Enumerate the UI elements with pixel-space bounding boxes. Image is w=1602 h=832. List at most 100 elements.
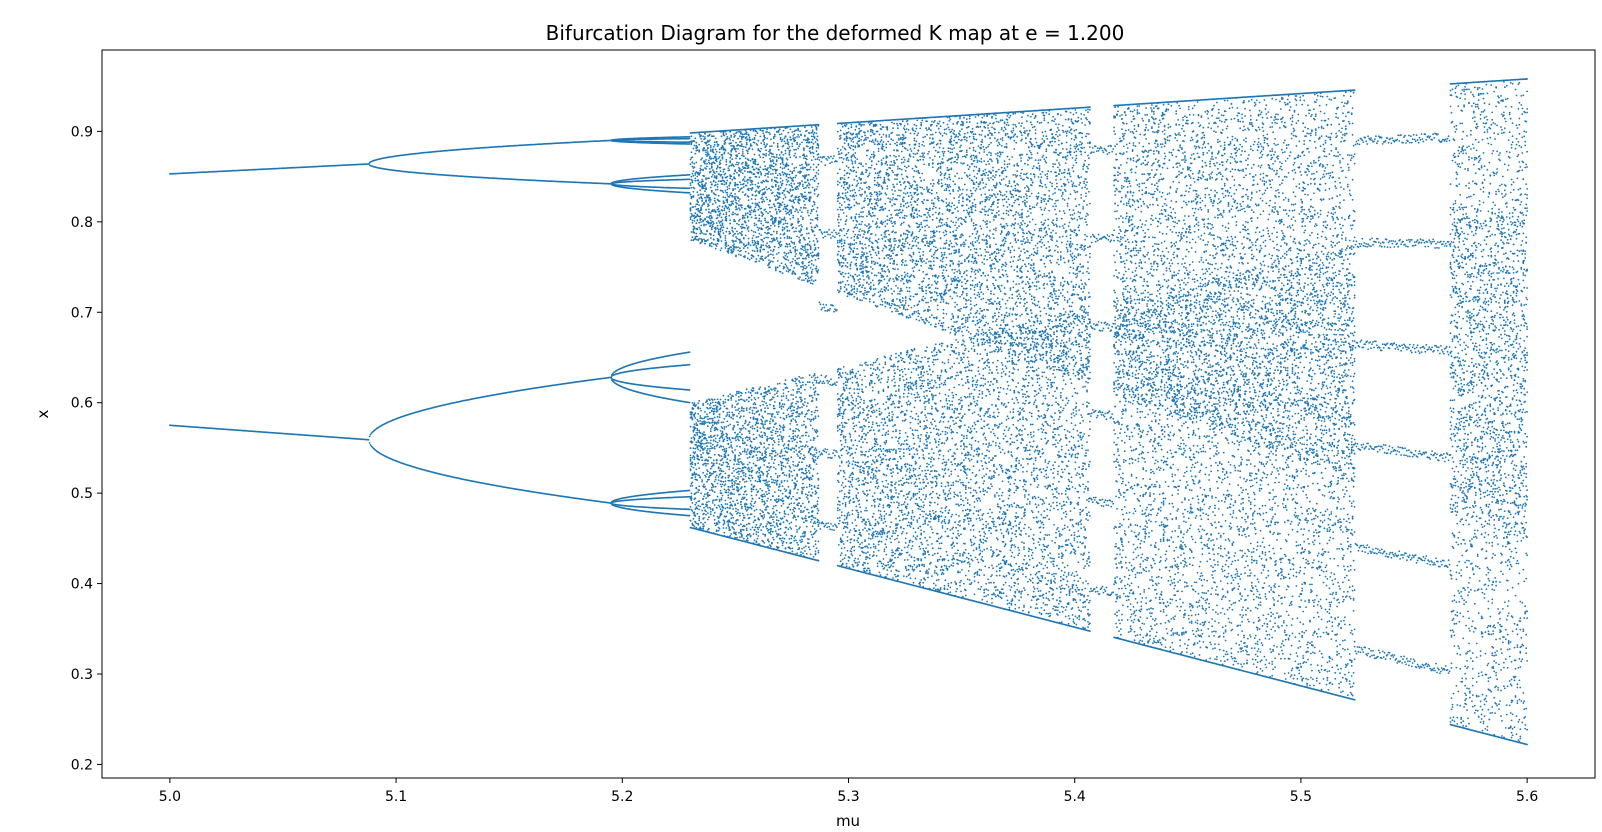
orbit-point	[718, 195, 720, 197]
orbit-point	[700, 218, 702, 220]
orbit-point	[731, 479, 733, 481]
orbit-point	[697, 420, 699, 422]
orbit-point	[723, 196, 725, 198]
orbit-point	[708, 177, 710, 179]
orbit-point	[738, 224, 740, 226]
orbit-point	[742, 470, 744, 472]
orbit-point	[749, 523, 751, 525]
orbit-point	[737, 184, 739, 186]
orbit-point	[734, 432, 736, 434]
orbit-point	[741, 155, 743, 157]
orbit-point	[730, 204, 732, 206]
orbit-point	[742, 149, 744, 151]
orbit-point	[721, 422, 723, 424]
orbit-point	[702, 452, 704, 454]
orbit-point	[736, 231, 738, 233]
orbit-point	[745, 235, 747, 237]
orbit-point	[738, 413, 740, 415]
orbit-point	[746, 407, 748, 409]
orbit-point	[750, 143, 752, 145]
orbit-point	[691, 497, 693, 499]
orbit-point	[703, 188, 705, 190]
orbit-point	[742, 224, 744, 226]
orbit-point	[713, 463, 715, 465]
orbit-point	[727, 245, 729, 247]
orbit-point	[703, 495, 705, 497]
orbit-point	[748, 467, 750, 469]
orbit-point	[737, 403, 739, 405]
orbit-point	[717, 444, 719, 446]
orbit-point	[750, 445, 752, 447]
orbit-point	[744, 256, 746, 258]
orbit-point	[721, 221, 723, 223]
orbit-point	[734, 197, 736, 199]
orbit-point	[724, 489, 726, 491]
orbit-point	[710, 513, 712, 515]
orbit-point	[734, 188, 736, 190]
orbit-point	[712, 422, 714, 424]
orbit-point	[699, 506, 701, 508]
orbit-point	[742, 425, 744, 427]
orbit-point	[731, 505, 733, 507]
orbit-point	[694, 145, 696, 147]
orbit-point	[734, 482, 736, 484]
orbit-point	[702, 180, 704, 182]
orbit-point	[751, 491, 753, 493]
orbit-point	[733, 414, 735, 416]
orbit-point	[743, 529, 745, 531]
orbit-point	[737, 138, 739, 140]
orbit-point	[747, 216, 749, 218]
orbit-point	[696, 214, 698, 216]
orbit-point	[697, 402, 699, 404]
orbit-point	[717, 206, 719, 208]
orbit-point	[700, 159, 702, 161]
orbit-point	[738, 462, 740, 464]
orbit-point	[696, 428, 698, 430]
orbit-point	[745, 475, 747, 477]
orbit-point	[703, 175, 705, 177]
orbit-point	[696, 429, 698, 431]
orbit-point	[710, 442, 712, 444]
orbit-point	[739, 170, 741, 172]
orbit-point	[739, 512, 741, 514]
orbit-point	[694, 463, 696, 465]
orbit-point	[736, 415, 738, 417]
orbit-point	[711, 216, 713, 218]
orbit-point	[725, 190, 727, 192]
orbit-point	[694, 448, 696, 450]
orbit-point	[693, 467, 695, 469]
orbit-point	[702, 169, 704, 171]
orbit-point	[722, 458, 724, 460]
orbit-point	[697, 505, 699, 507]
orbit-point	[696, 191, 698, 193]
orbit-point	[743, 155, 745, 157]
orbit-point	[726, 194, 728, 196]
orbit-point	[713, 459, 715, 461]
orbit-point	[725, 237, 727, 239]
orbit-point	[720, 430, 722, 432]
orbit-point	[732, 203, 734, 205]
orbit-point	[712, 226, 714, 228]
orbit-point	[718, 530, 720, 532]
orbit-point	[738, 207, 740, 209]
orbit-point	[738, 489, 740, 491]
orbit-point	[726, 507, 728, 509]
orbit-point	[737, 487, 739, 489]
orbit-point	[725, 401, 727, 403]
orbit-point	[701, 212, 703, 214]
orbit-point	[747, 457, 749, 459]
orbit-point	[692, 156, 694, 158]
orbit-point	[747, 182, 749, 184]
orbit-point	[732, 251, 734, 253]
orbit-point	[725, 426, 727, 428]
orbit-point	[725, 218, 727, 220]
orbit-point	[733, 243, 735, 245]
orbit-point	[700, 209, 702, 211]
orbit-point	[698, 509, 700, 511]
orbit-point	[689, 136, 691, 138]
orbit-point	[718, 180, 720, 182]
orbit-point	[703, 449, 705, 451]
orbit-point	[734, 406, 736, 408]
orbit-point	[734, 183, 736, 185]
orbit-point	[732, 429, 734, 431]
